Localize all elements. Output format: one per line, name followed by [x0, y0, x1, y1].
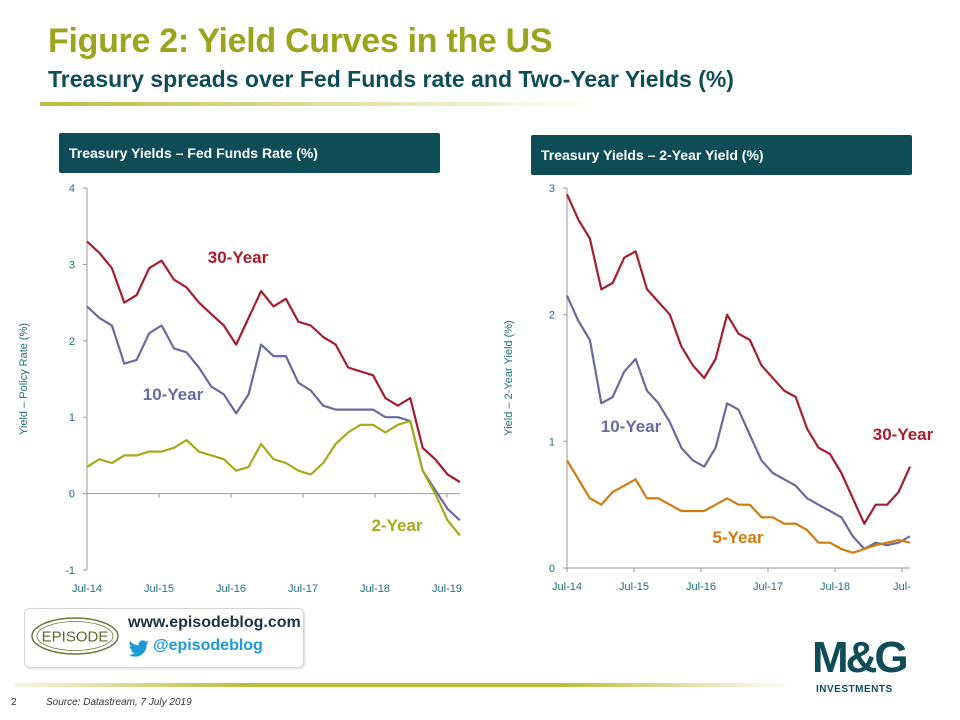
x-tick-label: Jul-19 — [432, 583, 462, 595]
series-line-30-year — [565, 193, 912, 525]
series-label-30-year: 30-Year — [873, 425, 934, 444]
y-tick-label: 1 — [69, 412, 75, 424]
mg-logo: M&G — [812, 633, 909, 682]
source-note: Source: Datastream, 7 July 2019 — [46, 697, 192, 708]
y-axis-label: Yield – Policy Rate (%) — [18, 323, 30, 435]
y-axis-label: Yield – 2-Year Yield (%) — [503, 320, 515, 435]
y-tick-label: 2 — [69, 336, 75, 348]
title-divider — [40, 102, 600, 106]
x-tick-label: Jul- — [893, 581, 911, 593]
series-label-10-year: 10-Year — [601, 417, 662, 436]
x-tick-label: Jul-16 — [686, 581, 716, 593]
x-tick-label: Jul-16 — [216, 583, 246, 595]
chart2-plot: 0 1 2 3 Jul-14 Jul-15 Jul-16 Jul-17 Jul-18 Jul- Yi… — [503, 183, 934, 593]
footer-divider — [14, 683, 794, 687]
chart1-title: Treasury Yields – Fed Funds Rate (%) — [59, 133, 440, 173]
x-tick-label: Jul-14 — [72, 583, 102, 595]
y-tick-label: 2 — [549, 310, 555, 322]
x-tick-label: Jul-18 — [820, 581, 850, 593]
slide-subtitle: Treasury spreads over Fed Funds rate and… — [48, 66, 734, 92]
y-tick-label: 1 — [549, 436, 555, 448]
series-line-5-year — [566, 459, 911, 554]
series-label-5-year: 5-Year — [712, 528, 763, 547]
blog-url-link[interactable]: www.episodeblog.com — [128, 614, 301, 631]
y-tick-label: 0 — [549, 563, 555, 575]
x-tick-label: Jul-17 — [753, 581, 783, 593]
series-label-2-year: 2-Year — [371, 516, 422, 535]
y-tick-label: -1 — [65, 565, 75, 577]
series-label-10-year: 10-Year — [143, 385, 204, 404]
y-tick-label: 3 — [69, 259, 75, 271]
x-tick-label: Jul-15 — [619, 581, 649, 593]
series-line-10-year — [86, 305, 461, 522]
y-tick-label: 0 — [69, 489, 75, 501]
page-number: 2 — [11, 697, 17, 708]
y-tick-label: 4 — [69, 183, 75, 195]
x-tick-label: Jul-15 — [144, 583, 174, 595]
chart2-title: Treasury Yields – 2-Year Yield (%) — [531, 135, 912, 175]
x-tick-label: Jul-18 — [360, 583, 390, 595]
series-line-2-year — [86, 419, 461, 537]
x-tick-label: Jul-17 — [288, 583, 318, 595]
series-line-30-year — [86, 240, 461, 484]
slide-title: Figure 2: Yield Curves in the US — [48, 22, 553, 60]
y-tick-label: 3 — [549, 183, 555, 195]
mg-logo-subtext: INVESTMENTS — [816, 684, 893, 695]
episode-logo: EPISODE — [31, 617, 119, 655]
x-tick-label: Jul-14 — [552, 581, 582, 593]
episode-logo-text: EPISODE — [42, 629, 109, 646]
twitter-icon — [128, 640, 149, 657]
twitter-handle-link[interactable]: @episodeblog — [153, 637, 263, 654]
series-label-30-year: 30-Year — [208, 248, 269, 267]
chart1-plot: -1 0 1 2 3 4 Jul-14 Jul-15 Jul-16 Jul-17 Jul-18 Jul… — [18, 183, 462, 595]
series-line-10-year — [565, 295, 911, 551]
